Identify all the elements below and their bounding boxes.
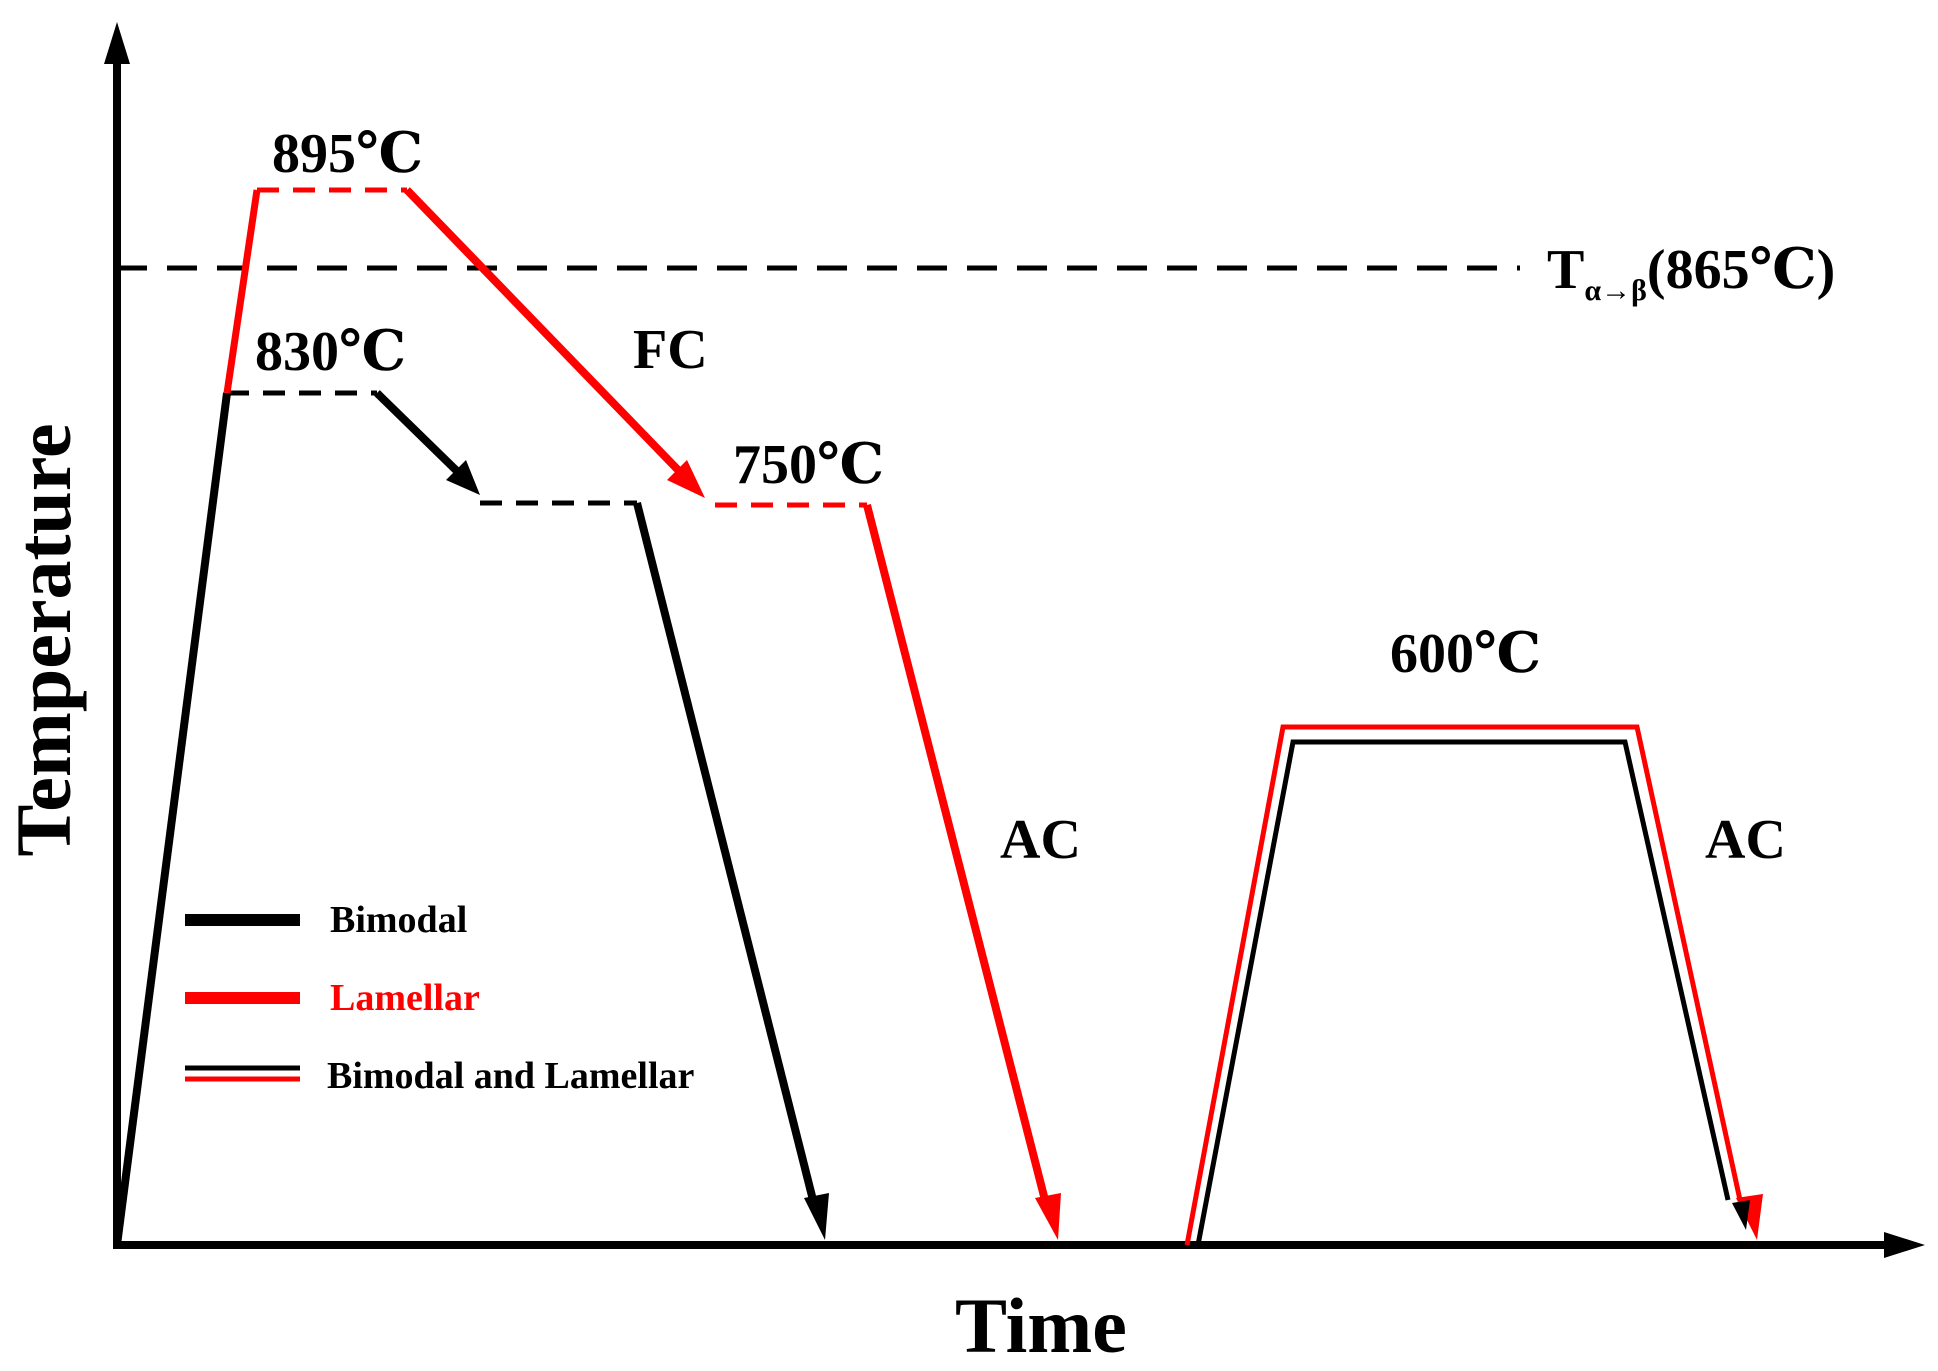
bimodal-ac-arrow-icon xyxy=(804,1193,829,1240)
label-fc: FC xyxy=(633,319,708,381)
legend-lamellar-label: Lamellar xyxy=(330,977,480,1019)
lamellar-fc-arrow-icon xyxy=(667,460,705,498)
y-axis-arrow-icon xyxy=(104,22,130,64)
bimodal-process xyxy=(113,390,829,1246)
legend-bimodal-label: Bimodal xyxy=(330,899,467,941)
label-ac-right: AC xyxy=(1705,809,1786,871)
transus-label-sub: α→β xyxy=(1584,274,1647,307)
lamellar-ac-line xyxy=(863,504,1051,1209)
bimodal-cool-segment xyxy=(374,390,465,479)
lamellar-ac-arrow-icon xyxy=(1035,1193,1061,1240)
lamellar-process xyxy=(223,187,1061,1240)
bimodal-cool-arrow-icon xyxy=(446,460,480,495)
bimodal-heating-line xyxy=(113,392,231,1246)
y-axis-title: Temperature xyxy=(0,423,87,856)
transus-label-temp: (865℃) xyxy=(1647,239,1835,301)
legend: Bimodal Lamellar Bimodal and Lamellar xyxy=(185,899,694,1097)
label-600: 600℃ xyxy=(1390,623,1541,685)
lamellar-fc-line xyxy=(404,187,683,475)
bimodal-ac-line xyxy=(633,502,819,1209)
lamellar-heating-line xyxy=(223,189,261,394)
x-axis-arrow-icon xyxy=(1884,1232,1925,1258)
legend-double-label: Bimodal and Lamellar xyxy=(327,1055,694,1097)
transus-label-main: T xyxy=(1547,239,1584,301)
aging-black-line xyxy=(1195,739,1731,1246)
label-750: 750℃ xyxy=(733,434,884,496)
aging-ac-arrow-inner-icon xyxy=(1732,1200,1750,1230)
label-830: 830℃ xyxy=(255,321,406,383)
aging-process xyxy=(1184,724,1763,1246)
label-895: 895℃ xyxy=(272,123,423,185)
x-axis-title: Time xyxy=(955,1282,1127,1366)
transus-label: Tα→β(865℃) xyxy=(1547,239,1835,307)
axes xyxy=(104,22,1925,1258)
aging-red-line xyxy=(1184,724,1743,1246)
label-ac-left: AC xyxy=(1000,809,1081,871)
